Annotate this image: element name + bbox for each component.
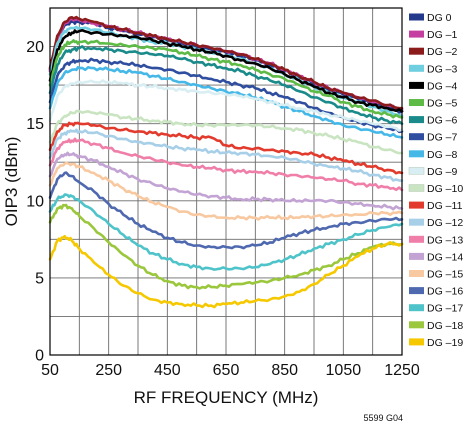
legend-swatch bbox=[408, 184, 425, 192]
series-line-2 bbox=[48, 15, 404, 110]
plot-frame bbox=[49, 7, 403, 356]
legend-label: DG –6 bbox=[427, 115, 458, 127]
legend-swatch bbox=[409, 201, 424, 209]
series-line-15 bbox=[48, 161, 404, 221]
legend-label: DG –5 bbox=[427, 98, 458, 110]
legend-swatch bbox=[409, 30, 424, 38]
legend-label: DG –15 bbox=[427, 269, 463, 281]
legend-label: DG –9 bbox=[427, 166, 458, 178]
legend-swatch bbox=[409, 252, 424, 260]
legend: DG 0 DG –1 DG –2 DG –3 DG –4 DG –5 DG –6 DG –7 D… bbox=[408, 12, 463, 349]
legend-swatch bbox=[409, 150, 424, 158]
series-line-16 bbox=[48, 171, 404, 250]
legend-label: DG –10 bbox=[427, 183, 463, 195]
x-tick-label: 650 bbox=[213, 362, 240, 379]
series-line-12 bbox=[48, 128, 404, 182]
series-line-14 bbox=[48, 151, 404, 211]
legend-swatch bbox=[409, 133, 424, 141]
x-tick-label: 250 bbox=[95, 362, 122, 379]
legend-label: DG –18 bbox=[427, 320, 463, 332]
series-line-10 bbox=[48, 109, 404, 155]
legend-swatch bbox=[409, 218, 424, 226]
legend-swatch bbox=[409, 235, 424, 243]
legend-label: DG –12 bbox=[427, 217, 463, 229]
y-tick-labels: 0 5 10 15 20 bbox=[26, 39, 44, 364]
legend-label: DG –7 bbox=[427, 132, 458, 144]
series-line-19 bbox=[48, 234, 404, 309]
legend-swatch bbox=[409, 287, 424, 295]
x-axis-label: RF FREQUENCY (MHz) bbox=[134, 388, 319, 407]
legend-swatch bbox=[408, 167, 425, 175]
series-line-5 bbox=[48, 39, 404, 119]
legend-label: DG 0 bbox=[427, 12, 452, 24]
legend-label: DG –3 bbox=[427, 63, 458, 75]
legend-swatch bbox=[409, 116, 424, 124]
figure-id: 5599 G04 bbox=[363, 413, 403, 423]
y-tick-label: 10 bbox=[26, 193, 44, 210]
legend-swatch bbox=[409, 338, 424, 346]
y-tick-label: 5 bbox=[35, 270, 44, 287]
y-tick-label: 15 bbox=[26, 116, 44, 133]
legend-label: DG –17 bbox=[427, 303, 463, 315]
legend-label: DG –2 bbox=[427, 46, 458, 58]
series-line-18 bbox=[48, 203, 404, 290]
legend-label: DG –4 bbox=[427, 80, 458, 92]
legend-label: DG –16 bbox=[427, 286, 463, 298]
x-tick-label: 450 bbox=[154, 362, 181, 379]
series-line-4 bbox=[48, 28, 404, 113]
x-tick-label: 1050 bbox=[326, 362, 362, 379]
legend-swatch bbox=[409, 304, 424, 312]
series-line-11 bbox=[48, 121, 404, 175]
series-lines bbox=[48, 15, 404, 309]
legend-swatch bbox=[409, 81, 424, 89]
series-line-13 bbox=[48, 137, 404, 192]
legend-label: DG –14 bbox=[427, 251, 463, 263]
legend-swatch bbox=[409, 64, 424, 72]
legend-label: DG –11 bbox=[427, 200, 463, 212]
x-tick-label: 1250 bbox=[384, 362, 420, 379]
series-line-17 bbox=[48, 193, 404, 271]
series-line-8 bbox=[48, 65, 404, 139]
legend-label: DG –13 bbox=[427, 234, 463, 246]
legend-swatch bbox=[409, 270, 424, 277]
y-tick-label: 20 bbox=[26, 39, 44, 56]
y-axis-label: OIP3 (dBm) bbox=[2, 137, 21, 227]
legend-swatch bbox=[409, 99, 424, 106]
legend-label: DG –19 bbox=[427, 337, 463, 349]
legend-label: DG –1 bbox=[427, 29, 458, 41]
x-tick-label: 850 bbox=[271, 362, 298, 379]
legend-swatch bbox=[409, 13, 424, 21]
y-tick-label: 0 bbox=[35, 348, 44, 365]
series-line-9 bbox=[48, 79, 404, 132]
x-tick-label: 50 bbox=[41, 362, 59, 379]
x-tick-labels: 50 250 450 650 850 1050 1250 bbox=[41, 362, 420, 379]
series-line-6 bbox=[48, 45, 404, 125]
legend-label: DG –8 bbox=[427, 149, 458, 161]
legend-swatch bbox=[409, 321, 424, 329]
legend-swatch bbox=[409, 47, 424, 55]
